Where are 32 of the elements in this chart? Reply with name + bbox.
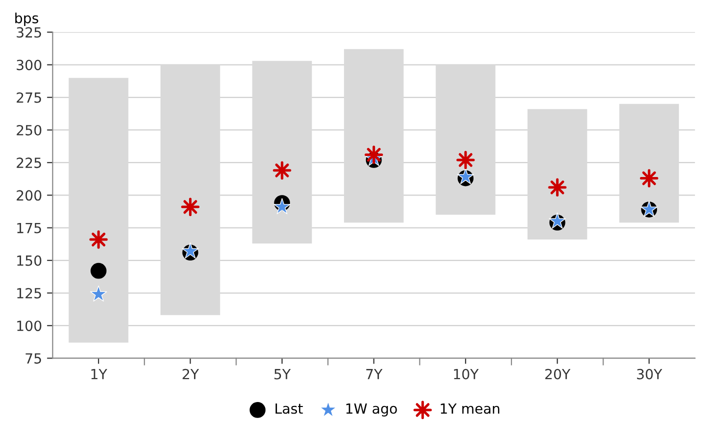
- point: [272, 161, 292, 180]
- point: [640, 169, 658, 188]
- y-tick-label: 150: [17, 255, 42, 266]
- y-tick-label: 325: [16, 27, 42, 38]
- point: [456, 150, 475, 170]
- x-tick-label: 2Y: [182, 368, 199, 380]
- y-tick-label: 125: [17, 288, 42, 298]
- x-tick-label: 30Y: [637, 368, 662, 380]
- legend-label: 1W ago: [346, 403, 397, 416]
- point: [90, 285, 107, 302]
- y-axis-title: bps: [15, 12, 38, 26]
- point: [90, 262, 106, 279]
- x-tick-label: 1Y: [91, 369, 108, 380]
- y-tick-label: 225: [16, 158, 42, 168]
- point: [364, 146, 383, 164]
- y-tick-label: 300: [16, 60, 42, 70]
- x-tick-label: 10Y: [454, 368, 479, 380]
- y-tick-label: 275: [16, 92, 42, 103]
- y-tick-label: 75: [26, 353, 42, 364]
- legend-label: Last: [276, 403, 303, 414]
- x-tick-label: 5Y: [274, 369, 291, 380]
- x-tick-label: 7Y: [366, 369, 383, 380]
- point: [548, 178, 567, 197]
- point: [181, 198, 200, 216]
- point: [89, 230, 108, 249]
- y-tick-label: 250: [16, 124, 42, 136]
- x-tick-label: 20Y: [545, 368, 570, 380]
- y-tick-label: 200: [16, 190, 42, 201]
- y-tick-label: 100: [17, 320, 42, 332]
- legend-label: 1Y mean: [440, 403, 500, 414]
- y-tick-label: 175: [17, 222, 42, 234]
- point: [274, 198, 290, 214]
